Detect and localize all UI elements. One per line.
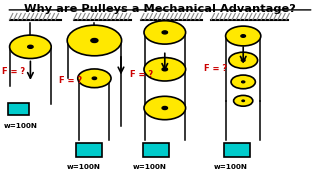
Bar [224, 143, 250, 157]
Bar [143, 143, 169, 157]
Circle shape [92, 77, 97, 80]
Circle shape [242, 100, 244, 102]
Circle shape [226, 26, 261, 46]
Text: w=100N: w=100N [4, 123, 38, 129]
Text: w=100N: w=100N [133, 164, 167, 170]
Circle shape [28, 45, 33, 48]
Text: Why are Pulleys a Mechanical Advantage?: Why are Pulleys a Mechanical Advantage? [24, 4, 296, 15]
Circle shape [144, 21, 186, 44]
Bar [8, 103, 29, 115]
Circle shape [231, 75, 255, 89]
Circle shape [162, 68, 167, 71]
Circle shape [234, 95, 253, 106]
Circle shape [10, 35, 51, 58]
Text: F = ?: F = ? [59, 76, 82, 86]
Text: F = ?: F = ? [130, 70, 153, 79]
Text: F = ?: F = ? [204, 64, 227, 73]
Circle shape [162, 107, 167, 109]
Text: F = ?: F = ? [2, 68, 25, 76]
Circle shape [144, 96, 186, 120]
Text: w=100N: w=100N [67, 164, 100, 170]
Text: w=100N: w=100N [214, 164, 248, 170]
Circle shape [144, 58, 186, 81]
Circle shape [241, 59, 245, 61]
Circle shape [241, 35, 245, 37]
Circle shape [242, 81, 245, 83]
Circle shape [78, 69, 111, 88]
Bar [76, 143, 102, 157]
Circle shape [229, 52, 258, 68]
Circle shape [67, 25, 122, 56]
Circle shape [91, 39, 98, 42]
Circle shape [162, 31, 167, 34]
